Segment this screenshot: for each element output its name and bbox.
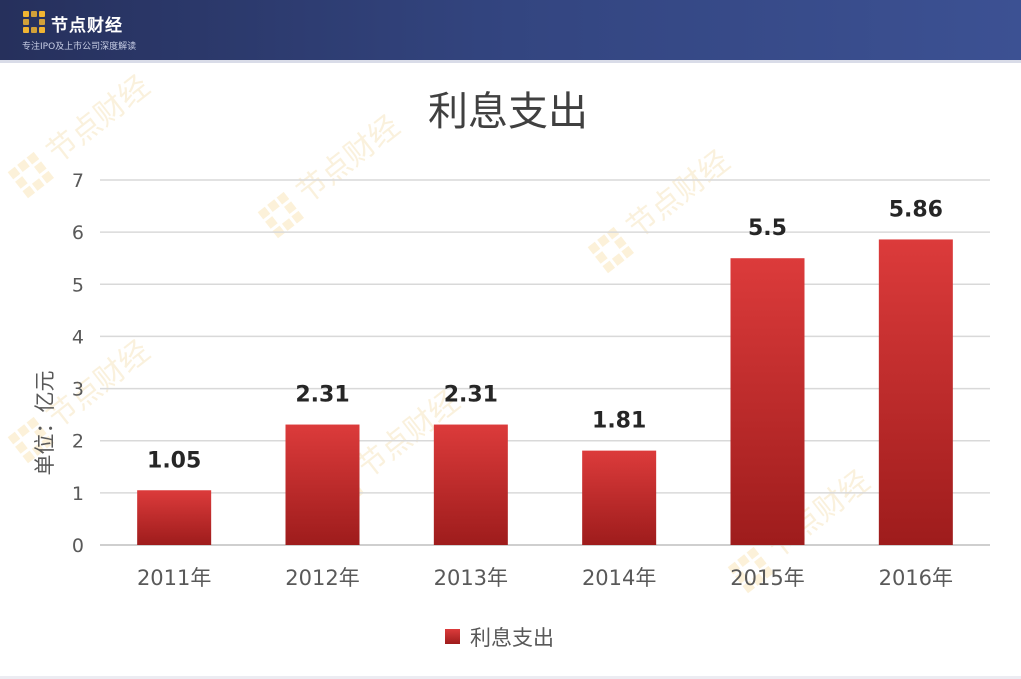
watermark-logo-square [15, 441, 28, 454]
watermark-logo-square [595, 251, 608, 264]
watermark-text: 节点财经 [621, 144, 737, 245]
legend-label: 利息支出 [470, 626, 554, 650]
data-label: 5.86 [889, 197, 943, 222]
data-labels: 1.05 2.31 2.31 1.81 5.5 5.86 [147, 197, 943, 473]
data-label: 2.31 [295, 383, 349, 408]
y-tick-label: 7 [72, 170, 84, 192]
watermark-logo-square [276, 191, 290, 205]
x-tick-label: 2012年 [285, 566, 359, 590]
data-label: 5.5 [748, 216, 787, 241]
watermark-text: 节点财经 [41, 334, 157, 435]
y-tick-label: 5 [72, 274, 84, 296]
watermark-logo-square [33, 161, 47, 175]
watermark-logo-square [41, 435, 55, 449]
bar [730, 258, 805, 545]
x-tick-label: 2016年 [879, 566, 953, 590]
watermark-logo-square [606, 226, 620, 240]
footer-divider [0, 676, 1021, 679]
legend: 利息支出 [445, 626, 554, 650]
watermark-text: 节点财经 [41, 69, 157, 170]
watermark-logo-square [746, 546, 760, 560]
x-tick-label: 2013年 [434, 566, 508, 590]
data-label: 1.81 [592, 409, 646, 434]
watermark-logo-square [17, 159, 30, 172]
watermark-logo-square [291, 210, 305, 224]
header-divider [0, 60, 1021, 63]
watermark-logo-square [17, 424, 30, 437]
watermark-logo-square [735, 571, 748, 584]
watermark-logo-square [613, 236, 627, 250]
watermark: 节点财经 [587, 144, 737, 274]
bar [878, 239, 953, 545]
watermark-logo-square [727, 561, 741, 575]
watermark-logo-square [611, 253, 625, 266]
y-tick-label: 1 [72, 483, 84, 505]
data-label: 2.31 [444, 383, 498, 408]
watermark-logo-square [257, 206, 271, 220]
watermark-logo-square [22, 185, 36, 199]
y-tick-label: 2 [72, 431, 84, 453]
watermark-logo-square [737, 554, 750, 567]
gridlines [100, 179, 990, 546]
y-tick-label: 4 [72, 326, 84, 348]
brand-logo-icon [23, 11, 45, 33]
watermark-logo-square [31, 178, 45, 191]
watermark-logo-square [33, 426, 47, 440]
watermark-logo-square [15, 176, 28, 189]
watermark-logo-square [742, 580, 756, 594]
x-tick-label: 2015年 [730, 566, 804, 590]
watermark-logo-square [587, 241, 601, 255]
header-banner: 节点财经 专注IPO及上市公司深度解读 [0, 0, 1021, 60]
watermark-logo-square [281, 218, 295, 231]
watermark-logo-square [7, 166, 21, 180]
watermark-logo-square [753, 556, 767, 570]
watermark-logo-square [265, 216, 278, 229]
bar [433, 424, 508, 545]
bar [285, 424, 360, 545]
legend-swatch [445, 629, 460, 644]
brand-name: 节点财经 [51, 16, 123, 36]
y-tick-label: 6 [72, 222, 84, 244]
x-tick-labels: 2011年 2012年 2013年 2014年 2015年 2016年 [137, 566, 953, 590]
bar [582, 450, 657, 545]
bars [137, 239, 953, 545]
y-tick-label: 3 [72, 379, 84, 401]
watermark-logo-square [761, 565, 775, 579]
y-tick-labels: 0 1 2 3 4 5 6 7 [72, 170, 84, 557]
watermark-logo-square [602, 260, 616, 274]
watermark-logo-square [26, 151, 40, 165]
bar [137, 490, 212, 545]
watermark-logo-square [751, 573, 765, 586]
watermark-logo-square [31, 443, 45, 456]
chart-title: 利息支出 [428, 89, 588, 135]
y-tick-label: 0 [72, 535, 84, 557]
y-axis-label: 单位：亿元 [33, 371, 57, 476]
data-label: 1.05 [147, 448, 201, 473]
watermark-logo-square [7, 431, 21, 445]
watermark-logo-square [283, 201, 297, 215]
watermark-logo-square [621, 245, 635, 259]
watermark-logo-square [597, 234, 610, 247]
watermark-logo-square [41, 170, 55, 184]
watermark-logo-square [267, 199, 280, 212]
x-tick-label: 2014年 [582, 566, 656, 590]
brand-tagline: 专注IPO及上市公司深度解读 [22, 42, 137, 52]
watermark-logo-square [26, 416, 40, 430]
x-tick-label: 2011年 [137, 566, 211, 590]
watermark: 节点财经 [257, 109, 407, 239]
watermark-logo-square [22, 450, 36, 464]
watermark-text: 节点财经 [291, 109, 407, 210]
